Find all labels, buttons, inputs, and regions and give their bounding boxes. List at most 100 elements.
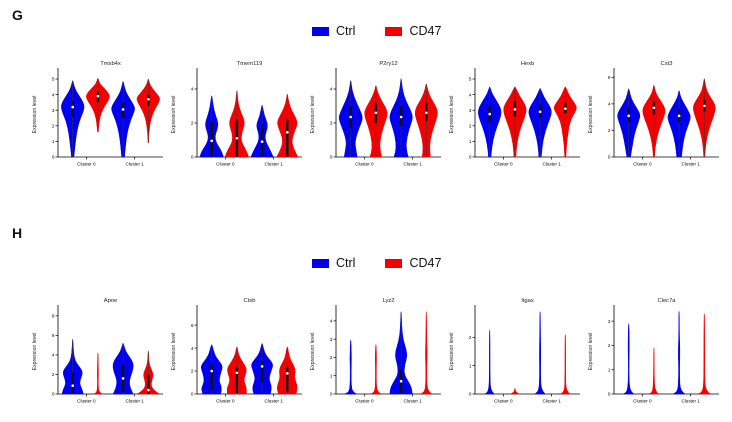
violin-ctrl-cluster-0 <box>623 323 635 395</box>
x-tick-label: Cluster 0 <box>77 162 96 167</box>
violin-plot-tmem119: Tmem119 Expression level 0 2 4 Cluster 0 Clust… <box>171 61 302 167</box>
boxplot <box>210 364 213 391</box>
legend-item-ctrl: Ctrl <box>312 256 355 270</box>
y-tick-label: 0 <box>52 155 55 160</box>
x-tick-label: Cluster 1 <box>681 162 700 167</box>
boxplot <box>235 367 239 393</box>
median-dot <box>677 114 681 118</box>
outlier-dot <box>97 374 99 377</box>
violin-plot-ctsb: Ctsb Expression level 0 2 4 6 Cluster 0 Cluster… <box>171 298 302 404</box>
outlier-dot <box>350 353 352 355</box>
median-dot <box>210 369 213 373</box>
panel-h-plots: Apoe Expression level 0 2 4 6 8 Cluster 0 Cluste… <box>28 293 723 420</box>
y-axis-label: Expression level <box>588 96 594 134</box>
plot-title: Clec7a <box>657 298 676 304</box>
y-tick-label: 2 <box>330 355 333 360</box>
plot-title: Apoe <box>104 298 118 304</box>
x-tick-label: Cluster 0 <box>77 399 96 404</box>
boxplot <box>286 366 289 392</box>
x-tick-label: Cluster 1 <box>125 399 144 404</box>
y-tick-label: 2 <box>469 335 472 340</box>
y-tick-label: 3 <box>52 108 55 113</box>
outlier-dot <box>539 353 541 355</box>
y-tick-label: 1 <box>330 373 333 378</box>
median-dot <box>538 110 542 114</box>
median-dot <box>488 112 491 116</box>
legend-item-cd47: CD47 <box>385 256 441 270</box>
cd47-color-swatch <box>385 26 403 36</box>
legend-item-cd47: CD47 <box>385 24 441 38</box>
y-tick-label: 0 <box>330 392 333 397</box>
median-dot <box>286 372 289 375</box>
violin-plot-lyz2: Lyz2 Expression level 0 1 2 3 4 Cluster 0 Cluste… <box>310 298 441 404</box>
y-tick-label: 0 <box>191 392 194 397</box>
y-tick-label: 4 <box>330 87 333 92</box>
panel-h-label: H <box>12 225 23 241</box>
y-tick-label: 6 <box>608 75 611 80</box>
x-tick-label: Cluster 0 <box>633 399 652 404</box>
boxplot <box>71 372 74 394</box>
plot-title: Tmsb4x <box>100 61 121 67</box>
median-dot <box>513 108 517 111</box>
y-tick-label: 0 <box>608 155 611 160</box>
y-tick-label: 3 <box>469 108 472 113</box>
y-tick-label: 0 <box>52 392 55 397</box>
y-axis-label: Expression level <box>310 96 316 134</box>
cd47-label: CD47 <box>409 24 442 38</box>
x-tick-label: Cluster 1 <box>542 162 561 167</box>
ctrl-label: Ctrl <box>336 256 356 270</box>
y-axis-label: Expression level <box>32 333 38 371</box>
y-tick-label: 2 <box>191 121 194 126</box>
violin-plot-p2ry12: P2ry12 Expression level 0 2 4 Cluster 0 Cluste… <box>310 61 441 167</box>
y-tick-label: 1 <box>469 139 472 144</box>
outlier-dot <box>375 356 377 359</box>
boxplot <box>210 121 213 157</box>
y-axis-label: Expression level <box>310 333 316 371</box>
y-tick-label: 4 <box>191 346 194 351</box>
x-tick-label: Cluster 1 <box>125 162 144 167</box>
cd47-label: CD47 <box>409 256 442 270</box>
y-tick-label: 0 <box>608 392 611 397</box>
y-tick-label: 2 <box>330 121 333 126</box>
panel-g-plots: Tmsb4x Expression level 0 1 2 3 4 5 Cluster 0 Clu… <box>28 56 723 183</box>
y-tick-label: 4 <box>191 87 194 92</box>
violin-cd47-cluster-0 <box>648 347 659 395</box>
x-tick-label: Cluster 0 <box>494 162 513 167</box>
boxplot <box>71 100 74 117</box>
outlier-dot <box>97 368 99 371</box>
median-dot <box>96 94 100 98</box>
violin-cd47-cluster-1 <box>420 311 433 395</box>
plot-title: Cst3 <box>661 61 673 67</box>
violin-ctrl-cluster-0 <box>344 339 357 395</box>
boxplot <box>286 119 289 157</box>
outlier-dot <box>97 371 99 374</box>
y-tick-label: 1 <box>608 367 611 372</box>
median-dot <box>210 139 213 143</box>
median-dot <box>260 140 264 143</box>
median-dot <box>374 111 378 115</box>
plot-title: P2ry12 <box>379 61 397 67</box>
y-tick-label: 4 <box>469 92 472 97</box>
violin-cd47-cluster-0 <box>510 388 520 395</box>
ctrl-label: Ctrl <box>336 24 356 38</box>
y-axis-label: Expression level <box>32 96 38 134</box>
x-tick-label: Cluster 1 <box>264 399 283 404</box>
x-tick-label: Cluster 1 <box>681 399 700 404</box>
x-tick-label: Cluster 0 <box>355 399 374 404</box>
y-tick-label: 4 <box>608 102 611 107</box>
y-tick-label: 8 <box>52 314 55 319</box>
outlier-dot <box>425 347 427 349</box>
y-tick-label: 5 <box>469 77 472 82</box>
median-dot <box>652 106 656 110</box>
legend-item-ctrl: Ctrl <box>312 24 355 38</box>
y-axis-label: Expression level <box>449 96 455 134</box>
median-dot <box>147 97 150 101</box>
violin-cd47-cluster-1 <box>697 313 712 395</box>
y-tick-label: 0 <box>330 155 333 160</box>
plot-title: Hexb <box>521 61 535 67</box>
y-axis-label: Expression level <box>588 333 594 371</box>
x-tick-label: Cluster 0 <box>216 162 235 167</box>
median-dot <box>71 384 74 387</box>
violin-cd47-cluster-1 <box>560 334 571 395</box>
y-tick-label: 0 <box>469 155 472 160</box>
